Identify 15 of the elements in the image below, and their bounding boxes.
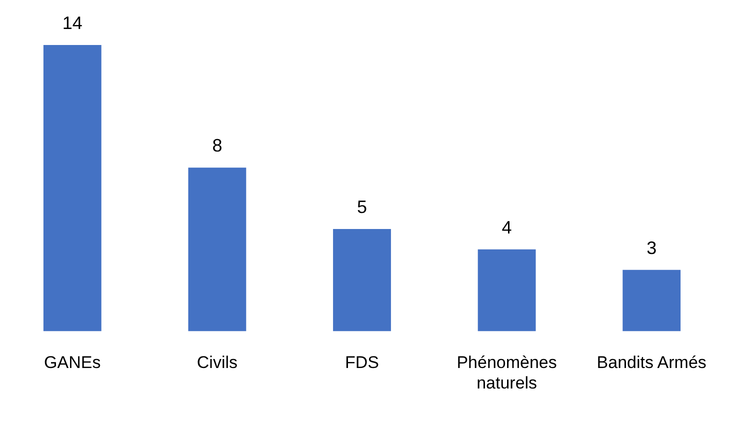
data-label: 3 xyxy=(646,238,657,258)
bar xyxy=(43,45,102,332)
x-tick-label: Phénomènes naturels xyxy=(456,353,557,392)
bar xyxy=(333,228,391,332)
data-label: 8 xyxy=(212,136,222,156)
bar xyxy=(622,270,681,332)
data-label: 4 xyxy=(502,217,512,238)
data-label: 14 xyxy=(62,12,82,33)
x-tick-label: FDS xyxy=(345,353,379,372)
bar xyxy=(478,249,536,332)
data-label: 5 xyxy=(356,196,368,217)
bar xyxy=(188,168,246,332)
x-tick-label: Civils xyxy=(196,353,238,372)
x-tick-label: Bandits Armés xyxy=(596,353,706,372)
x-tick-label: GANEs xyxy=(44,353,101,372)
